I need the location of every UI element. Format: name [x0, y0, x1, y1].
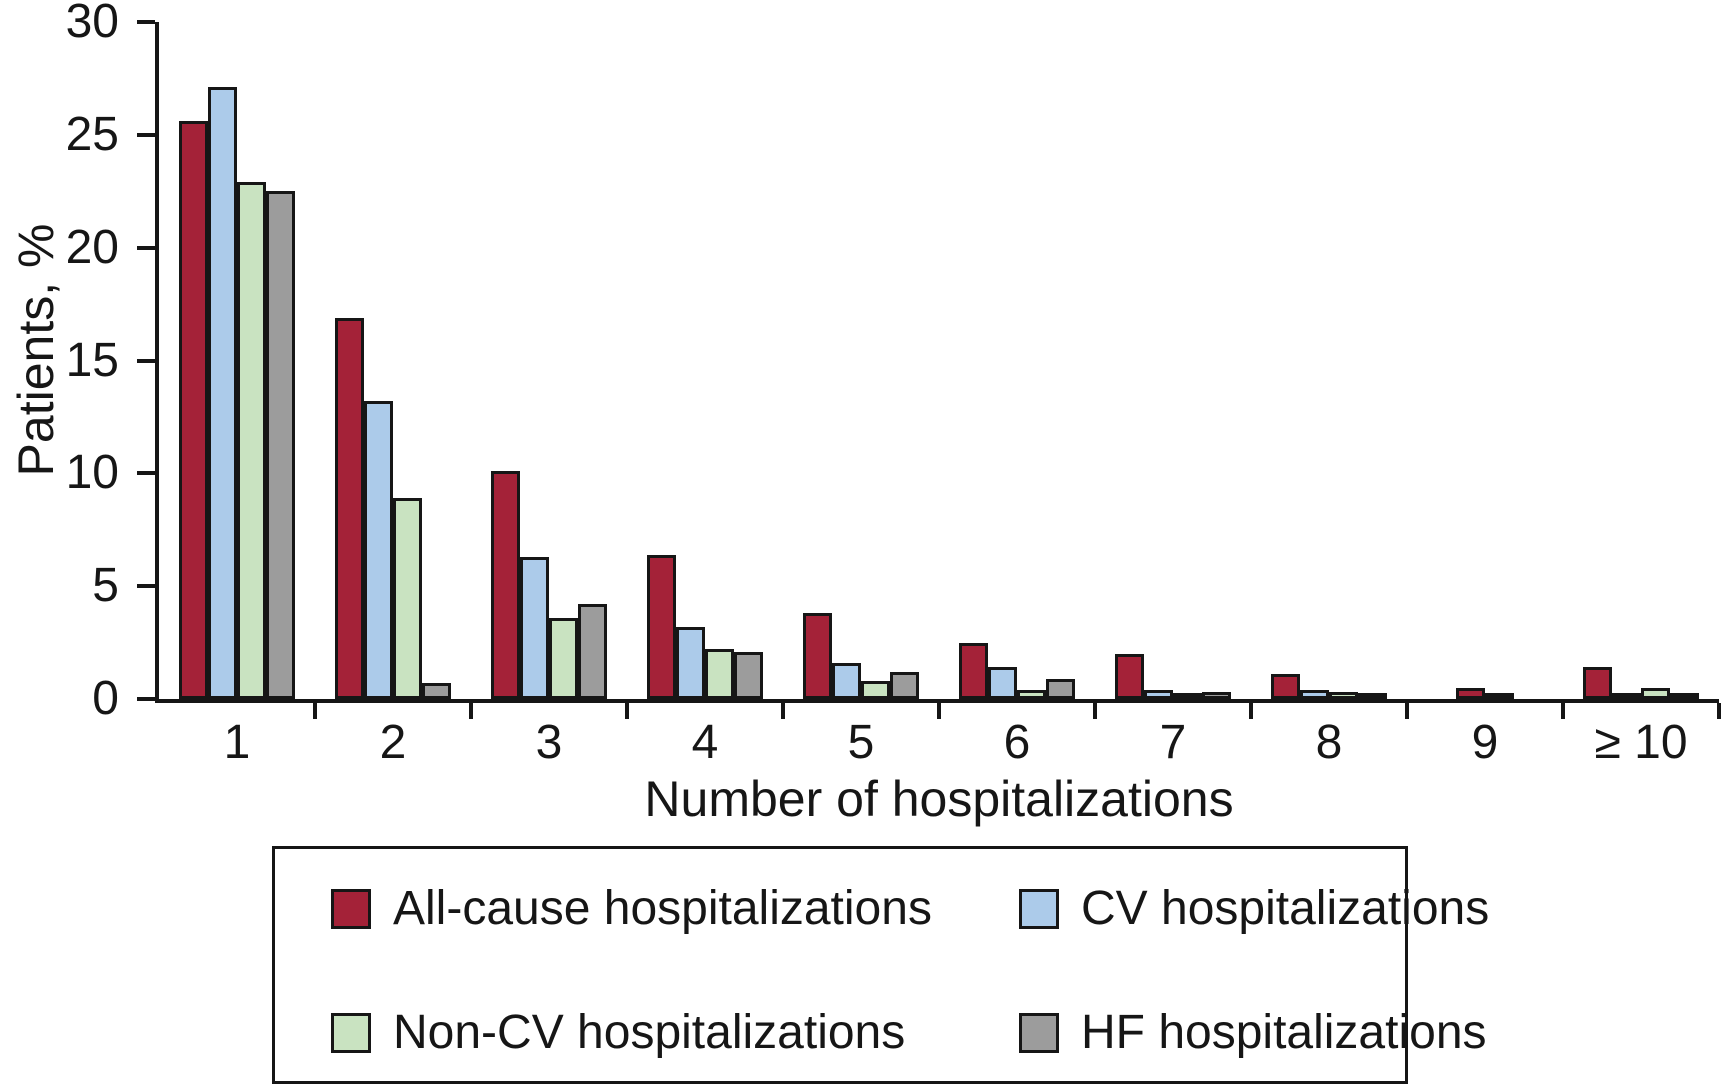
y-tick-label: 20: [65, 220, 119, 274]
bar-cv-5: [832, 663, 861, 699]
legend-item: HF hospitalizations: [1019, 1006, 1489, 1059]
y-tick: [137, 20, 155, 24]
x-axis-title: Number of hospitalizations: [644, 771, 1234, 827]
bar-cv-8: [1300, 690, 1329, 699]
bar-all-cause-9: [1456, 688, 1485, 699]
legend-swatch: [331, 1013, 371, 1053]
bar-all-cause-8: [1271, 674, 1300, 699]
y-tick: [137, 471, 155, 476]
x-tick-label: 5: [847, 716, 875, 769]
bar-cv-2: [364, 401, 393, 699]
x-tick-label: ≥ 10: [1594, 716, 1688, 769]
bar-hf-7: [1202, 692, 1231, 699]
bar-hf-8: [1358, 693, 1387, 699]
x-tick-label: 8: [1315, 716, 1343, 769]
y-tick: [137, 584, 155, 589]
y-tick-label: 15: [65, 333, 119, 387]
y-tick-label: 0: [92, 672, 119, 725]
bar-group: [1095, 654, 1251, 699]
x-tick: [781, 703, 785, 719]
bar-hf-1: [266, 191, 295, 699]
x-tick: [937, 703, 941, 719]
bar-non-cv-6: [1017, 690, 1046, 699]
bar-all-cause-6: [959, 643, 988, 699]
bar-hf-10: [1670, 693, 1699, 699]
legend-item: Non-CV hospitalizations: [331, 1006, 1019, 1059]
x-tick-label: 1: [223, 716, 251, 769]
bar-group: [783, 613, 939, 699]
bar-group: [939, 643, 1095, 699]
x-tick: [313, 703, 317, 719]
x-tick: [1093, 703, 1097, 719]
bar-hf-4: [734, 652, 763, 699]
y-tick: [137, 245, 155, 250]
bar-group: [1563, 667, 1719, 699]
y-tick: [137, 132, 155, 137]
x-tick-label: 9: [1471, 716, 1499, 769]
bar-non-cv-5: [861, 681, 890, 699]
bar-group: [1251, 674, 1407, 699]
bar-non-cv-10: [1641, 688, 1670, 699]
bar-hf-2: [422, 683, 451, 699]
bar-all-cause-1: [179, 121, 208, 699]
x-tick: [469, 703, 473, 719]
bar-cv-9: [1485, 693, 1514, 699]
plot-area: 0 5 10 15 20 25 30 1 2 3 4 5 6 7 8 9 ≥ 10: [66, 0, 1721, 767]
bar-group: [159, 87, 315, 699]
x-tick: [1717, 703, 1721, 719]
legend-label: CV hospitalizations: [1081, 882, 1490, 935]
x-tick: [1249, 703, 1253, 719]
legend-item: All-cause hospitalizations: [331, 882, 1019, 935]
legend-item: CV hospitalizations: [1019, 882, 1490, 935]
x-tick-label: 2: [379, 716, 407, 769]
bar-hf-6: [1046, 679, 1075, 699]
y-tick-label: 5: [92, 559, 119, 613]
bar-cv-3: [520, 557, 549, 699]
bar-all-cause-7: [1115, 654, 1144, 699]
bar-cv-4: [676, 627, 705, 699]
bar-cv-7: [1144, 690, 1173, 699]
y-tick: [137, 697, 155, 701]
bar-non-cv-1: [237, 182, 266, 699]
x-tick-label: 3: [535, 716, 563, 769]
legend-box: All-cause hospitalizations CV hospitaliza…: [272, 846, 1489, 1084]
bar-cv-10: [1612, 693, 1641, 699]
bar-all-cause-2: [335, 318, 364, 699]
bar-non-cv-4: [705, 649, 734, 699]
y-tick-label: 10: [65, 446, 119, 500]
legend-swatch: [331, 889, 371, 929]
bar-hf-5: [890, 672, 919, 699]
legend-swatch: [1019, 889, 1059, 929]
bar-all-cause-5: [803, 613, 832, 699]
y-tick-label: 25: [65, 107, 119, 161]
bar-all-cause-4: [647, 555, 676, 699]
bar-group: [471, 471, 627, 699]
bar-non-cv-2: [393, 498, 422, 699]
bar-group: [1407, 688, 1563, 699]
bar-group: [315, 318, 471, 699]
x-tick-label: 6: [1003, 716, 1031, 769]
x-tick: [1561, 703, 1565, 719]
bar-cv-1: [208, 87, 237, 699]
legend-label: HF hospitalizations: [1081, 1006, 1487, 1059]
legend-label: All-cause hospitalizations: [393, 882, 932, 935]
bar-all-cause-3: [491, 471, 520, 699]
bar-group: [627, 555, 783, 699]
x-tick-label: 4: [691, 716, 719, 769]
bar-cv-6: [988, 667, 1017, 699]
bar-all-cause-10: [1583, 667, 1612, 699]
bar-hf-3: [578, 604, 607, 699]
y-tick-label: 30: [65, 0, 119, 48]
bar-non-cv-8: [1329, 692, 1358, 699]
bar-non-cv-3: [549, 618, 578, 699]
x-tick: [1405, 703, 1409, 719]
x-tick: [625, 703, 629, 719]
y-tick: [137, 358, 155, 363]
legend-label: Non-CV hospitalizations: [393, 1006, 906, 1059]
bar-non-cv-7: [1173, 693, 1202, 699]
legend-swatch: [1019, 1013, 1059, 1053]
x-tick-label: 7: [1159, 716, 1187, 769]
